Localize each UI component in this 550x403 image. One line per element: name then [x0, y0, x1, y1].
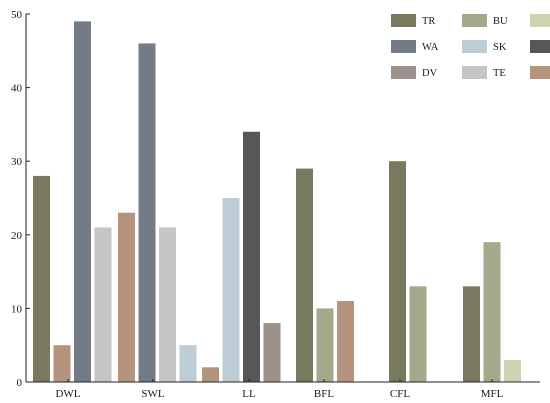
bar-mfl-tr — [463, 286, 480, 382]
legend-label-dv: DV — [422, 68, 438, 79]
x-tick-label-dwl: DWL — [55, 388, 80, 400]
bar-ll-sk — [222, 198, 240, 382]
bar-mfl-gc — [504, 359, 521, 382]
y-tick-label-30: 30 — [11, 156, 23, 168]
y-tick-label-0: 0 — [17, 377, 23, 389]
bar-swl-st — [118, 212, 135, 382]
legend-swatch-dv — [391, 66, 416, 79]
bar-mfl-bu — [483, 242, 501, 382]
legend-item-sk: SK — [462, 40, 507, 53]
bar-cfl-bu — [409, 286, 427, 382]
bar-dwl-wa — [74, 21, 91, 383]
bar-dwl-tr — [33, 175, 50, 382]
legend-label-te: TE — [493, 68, 506, 79]
legend-item-bu: BU — [462, 14, 508, 27]
x-tick-label-swl: SWL — [141, 388, 165, 400]
x-tick-label-ll: LL — [242, 388, 256, 400]
legend-item-wa: WA — [391, 40, 439, 53]
legend-label-bu: BU — [493, 16, 508, 27]
legend-item-st: ST — [530, 66, 550, 79]
legend-item-gc: GC — [530, 14, 550, 27]
bar-cfl-tr — [389, 161, 406, 382]
bar-ll-fo — [243, 131, 260, 382]
bar-dwl-st — [53, 345, 71, 382]
legend-swatch-st — [530, 66, 550, 79]
legend-swatch-tr — [391, 14, 416, 27]
y-tick-label-40: 40 — [11, 83, 23, 95]
bar-bfl-bu — [316, 308, 334, 382]
legend-label-sk: SK — [493, 42, 507, 53]
bar-swl-te — [159, 227, 176, 382]
legend-label-tr: TR — [422, 16, 435, 27]
x-tick-label-bfl: BFL — [314, 388, 334, 400]
x-tick-label-mfl: MFL — [481, 388, 504, 400]
legend-swatch-te — [462, 66, 487, 79]
legend-swatch-wa — [391, 40, 416, 53]
y-tick-label-50: 50 — [11, 9, 23, 21]
bar-bfl-tr — [296, 168, 313, 382]
legend-label-wa: WA — [422, 42, 439, 53]
bar-bfl-st — [337, 301, 354, 382]
axes: 0 10 20 30 40 50 DWL SWL LL BFL CFL MFL — [11, 9, 540, 400]
x-tick-label-cfl: CFL — [390, 388, 410, 400]
legend-item-fo: FO — [530, 40, 550, 53]
bar-swl-sk — [179, 345, 197, 382]
legend-item-dv: DV — [391, 66, 438, 79]
plot-area — [33, 21, 521, 383]
legend-swatch-fo — [530, 40, 550, 53]
legend-item-te: TE — [462, 66, 506, 79]
legend: TR BU GC WA SK FO DV TE ST — [391, 14, 550, 79]
y-tick-label-20: 20 — [11, 230, 23, 242]
legend-swatch-gc — [530, 14, 550, 27]
bar-ll-dv — [263, 323, 281, 382]
bar-dwl-te — [94, 227, 112, 382]
bar-ll-st — [202, 367, 219, 382]
y-tick-label-10: 10 — [11, 303, 23, 315]
legend-item-tr: TR — [391, 14, 435, 27]
legend-swatch-sk — [462, 40, 487, 53]
bar-swl-wa — [138, 43, 156, 382]
legend-swatch-bu — [462, 14, 487, 27]
